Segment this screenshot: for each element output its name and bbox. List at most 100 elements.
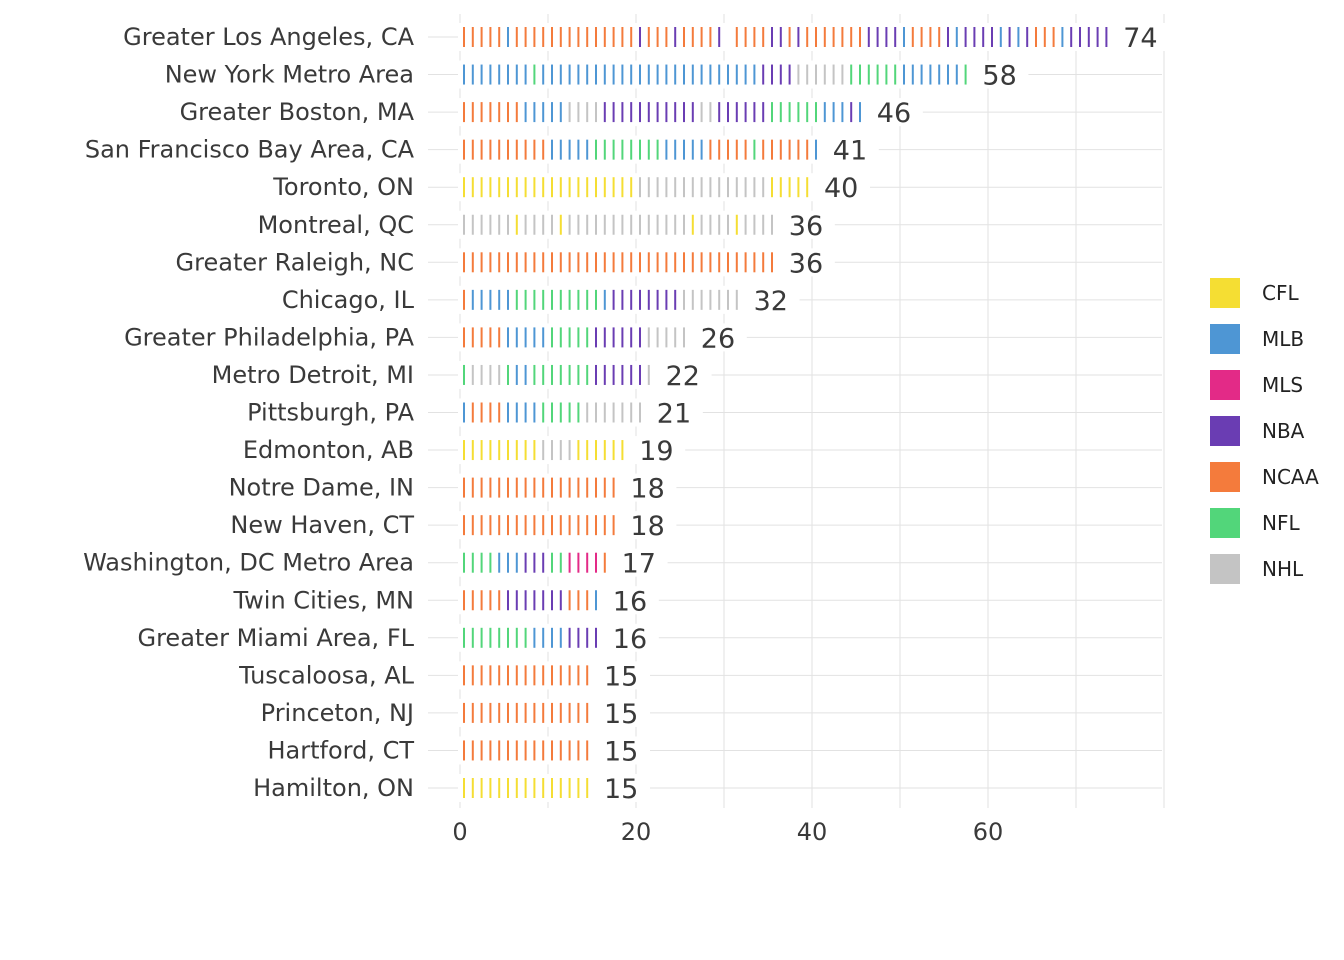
value-label: 26: [701, 323, 735, 354]
bar: [463, 289, 738, 310]
legend: CFL MLB MLS NBA NCAA NFL NHL: [1210, 278, 1319, 584]
category-label: Chicago, IL: [282, 286, 415, 314]
legend-swatch: [1210, 462, 1240, 492]
category-label: Hartford, CT: [267, 736, 414, 764]
x-axis: 0 20 40 60: [452, 818, 1003, 846]
value-label: 16: [613, 624, 647, 655]
legend-swatch: [1210, 324, 1240, 354]
bar-backdrop: [458, 248, 835, 277]
bar-backdrop: [458, 360, 712, 389]
bar: [463, 27, 1108, 47]
legend-swatch: [1210, 278, 1240, 308]
bar: [463, 139, 817, 160]
category-label: Greater Miami Area, FL: [137, 624, 414, 652]
bar: [463, 702, 589, 723]
legend-label: NCAA: [1262, 465, 1319, 489]
bar: [463, 440, 624, 461]
bar-backdrop: [458, 60, 1029, 89]
category-label: Princeton, NJ: [261, 699, 414, 727]
legend-swatch: [1210, 370, 1240, 400]
category-label: Edmonton, AB: [243, 436, 414, 464]
legend-label: NBA: [1262, 419, 1305, 443]
bar: [463, 327, 685, 348]
value-label: 40: [824, 173, 858, 204]
category-label: Montreal, QC: [258, 211, 414, 239]
legend-label: MLB: [1262, 327, 1304, 351]
bar: [463, 252, 773, 273]
category-label: New York Metro Area: [165, 61, 414, 89]
category-label: Hamilton, ON: [253, 774, 414, 802]
value-label: 18: [630, 474, 664, 505]
legend-swatch: [1210, 508, 1240, 538]
bar-backdrop: [458, 623, 659, 652]
legend-label: MLS: [1262, 373, 1303, 397]
value-label: 19: [639, 436, 673, 467]
value-label: 15: [604, 736, 638, 767]
value-label: 17: [622, 549, 656, 580]
bar-backdrop: [458, 548, 668, 577]
bar: [463, 515, 615, 536]
bar: [463, 364, 650, 385]
bar: [463, 477, 615, 498]
category-label: Twin Cities, MN: [232, 586, 414, 614]
value-label: 32: [754, 286, 788, 317]
category-label: Greater Philadelphia, PA: [124, 323, 414, 351]
bar: [463, 64, 967, 85]
x-tick-label: 0: [452, 818, 467, 846]
bar: [463, 778, 589, 798]
value-label: 15: [604, 699, 638, 730]
category-label: Toronto, ON: [272, 173, 414, 201]
bar: [463, 102, 861, 123]
bar-backdrop: [458, 323, 747, 352]
value-label: 16: [613, 586, 647, 617]
category-label: Metro Detroit, MI: [212, 361, 414, 389]
category-label: Greater Boston, MA: [180, 98, 415, 126]
bar: [463, 627, 597, 648]
bar: [463, 214, 773, 235]
category-label: New Haven, CT: [230, 511, 414, 539]
bar-backdrop: [458, 210, 835, 239]
x-tick-label: 20: [621, 818, 652, 846]
bar-backdrop: [458, 436, 686, 465]
value-label: 15: [604, 661, 638, 692]
legend-label: NHL: [1262, 557, 1304, 581]
bar: [463, 177, 809, 198]
bar-backdrop: [458, 98, 923, 127]
category-label: Notre Dame, IN: [229, 474, 414, 502]
bar-backdrop: [458, 586, 659, 615]
bar: [463, 552, 606, 573]
legend-swatch: [1210, 554, 1240, 584]
bar-backdrop: [458, 473, 677, 502]
category-label: Tuscaloosa, AL: [238, 661, 415, 689]
marks-layer: [458, 23, 1170, 802]
value-label: 15: [604, 774, 638, 805]
category-label: Greater Los Angeles, CA: [123, 23, 414, 51]
bar-backdrop: [458, 285, 800, 314]
value-label: 74: [1123, 23, 1157, 54]
value-label: 21: [657, 399, 691, 430]
bar-backdrop: [458, 135, 879, 164]
bar: [463, 402, 641, 423]
category-label: Greater Raleigh, NC: [176, 248, 414, 276]
value-label: 36: [789, 211, 823, 242]
legend-swatch: [1210, 416, 1240, 446]
bar: [463, 740, 589, 761]
category-label: San Francisco Bay Area, CA: [85, 136, 415, 164]
labels-layer: Greater Los Angeles, CA 74 New York Metro …: [83, 23, 1157, 805]
bar: [463, 590, 597, 611]
value-label: 46: [877, 98, 911, 129]
bar-backdrop: [458, 173, 870, 202]
value-label: 18: [630, 511, 664, 542]
legend-label: NFL: [1262, 511, 1300, 535]
value-label: 22: [666, 361, 700, 392]
x-tick-label: 60: [973, 818, 1004, 846]
category-label: Washington, DC Metro Area: [83, 549, 414, 577]
x-tick-label: 40: [797, 818, 828, 846]
category-label: Pittsburgh, PA: [247, 399, 414, 427]
value-label: 36: [789, 248, 823, 279]
value-label: 41: [833, 136, 867, 167]
legend-label: CFL: [1262, 281, 1299, 305]
bar: [463, 665, 589, 686]
bar-backdrop: [458, 511, 677, 540]
